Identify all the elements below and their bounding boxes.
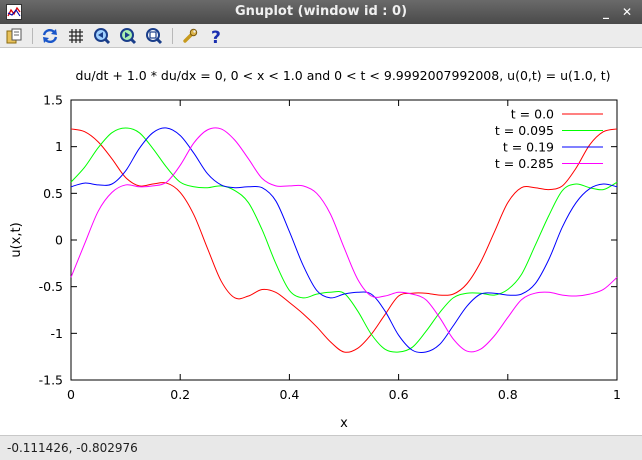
legend-label: t = 0.0 <box>511 107 554 122</box>
grid-toggle-button[interactable] <box>66 26 86 46</box>
y-tick-label: -0.5 <box>39 279 63 294</box>
x-tick-label: 0.4 <box>279 387 299 402</box>
series-line-4 <box>70 127 618 353</box>
toolbar-separator <box>32 28 33 44</box>
settings-button[interactable] <box>180 26 200 46</box>
zoom-next-icon <box>120 28 137 45</box>
chart-svg[interactable]: du/dt + 1.0 * du/dx = 0, 0 < x < 1.0 and… <box>0 49 642 435</box>
title-bar[interactable]: Gnuplot (window id : 0) _ ✕ <box>0 0 642 24</box>
grid-icon <box>69 29 83 43</box>
gnuplot-app-icon <box>6 4 22 20</box>
x-tick-label: 0.8 <box>498 387 518 402</box>
previous-zoom-button[interactable] <box>92 26 112 46</box>
replot-button[interactable] <box>40 26 60 46</box>
x-axis-label: x <box>340 416 348 431</box>
autoscale-icon <box>146 28 163 45</box>
legend-label: t = 0.19 <box>503 140 554 155</box>
next-zoom-button[interactable] <box>118 26 138 46</box>
y-tick-label: -1.5 <box>39 373 63 388</box>
wrench-icon <box>183 28 198 43</box>
x-tick-label: 1 <box>613 387 621 402</box>
close-button[interactable]: ✕ <box>621 5 633 19</box>
mouse-coordinates-readout: -0.111426, -0.802976 <box>7 441 138 455</box>
status-bar: -0.111426, -0.802976 <box>0 435 642 460</box>
minimize-button[interactable]: _ <box>603 5 609 19</box>
help-icon: ? <box>211 28 221 48</box>
replot-icon <box>42 28 58 44</box>
y-tick-label: 1 <box>55 139 63 154</box>
svg-text:?: ? <box>211 28 221 46</box>
series-line-2 <box>70 127 618 353</box>
toolbar: ? <box>0 24 642 48</box>
legend-label: t = 0.095 <box>495 123 554 138</box>
series-line-1 <box>70 128 618 353</box>
chart-title: du/dt + 1.0 * du/dx = 0, 0 < x < 1.0 and… <box>76 68 611 83</box>
toolbar-separator <box>172 28 173 44</box>
zoom-previous-icon <box>94 28 111 45</box>
y-tick-label: -1 <box>51 326 63 341</box>
plot-canvas[interactable]: du/dt + 1.0 * du/dx = 0, 0 < x < 1.0 and… <box>0 49 642 435</box>
x-tick-label: 0 <box>67 387 75 402</box>
y-tick-label: 0.5 <box>43 186 63 201</box>
series-line-3 <box>70 127 618 354</box>
x-tick-label: 0.6 <box>389 387 409 402</box>
autoscale-button[interactable] <box>144 26 164 46</box>
x-tick-label: 0.2 <box>170 387 190 402</box>
y-tick-label: 0 <box>55 233 63 248</box>
clipboard-icon <box>6 28 22 44</box>
legend-label: t = 0.285 <box>495 156 554 171</box>
copy-to-clipboard-button[interactable] <box>4 26 24 46</box>
help-button[interactable]: ? <box>206 26 226 48</box>
y-tick-label: 1.5 <box>43 93 63 108</box>
window-title: Gnuplot (window id : 0) <box>234 4 408 19</box>
y-axis-label: u(x,t) <box>9 222 24 257</box>
